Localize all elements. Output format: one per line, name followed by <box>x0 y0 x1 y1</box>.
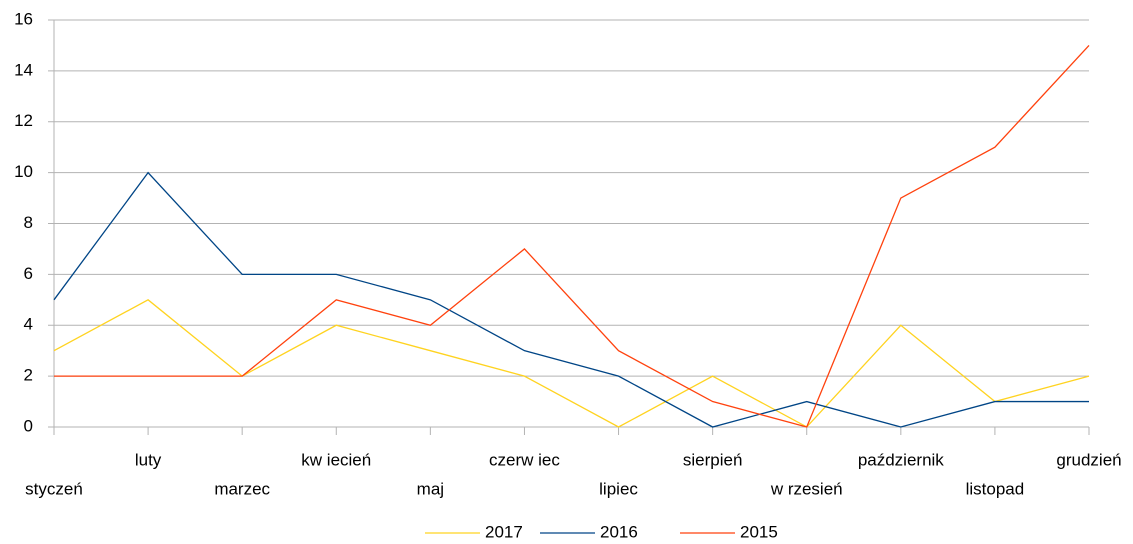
series-line <box>54 44 1090 428</box>
y-tick-label: 4 <box>24 315 33 334</box>
legend-label: 2016 <box>600 522 638 541</box>
y-tick-label: 16 <box>14 9 33 28</box>
x-tick-label: luty <box>135 450 162 469</box>
y-tick-label: 2 <box>24 366 33 385</box>
x-tick-label: grudzień <box>1056 450 1121 469</box>
y-tick-label: 6 <box>24 264 33 283</box>
series-line <box>53 299 1090 428</box>
x-tick-label: czerw iec <box>489 450 560 469</box>
x-tick-label: kw iecień <box>301 450 371 469</box>
y-tick-label: 12 <box>14 111 33 130</box>
legend-label: 2015 <box>740 522 778 541</box>
x-tick-label: marzec <box>214 479 270 498</box>
y-tick-label: 0 <box>24 416 33 435</box>
y-tick-label: 10 <box>14 162 33 181</box>
legend-label: 2017 <box>485 522 523 541</box>
x-tick-label: październik <box>858 450 944 469</box>
x-tick-label: lipiec <box>599 479 638 498</box>
x-tick-label: w rzesień <box>770 479 843 498</box>
x-tick-label: maj <box>417 479 444 498</box>
x-tick-label: listopad <box>966 479 1025 498</box>
x-tick-label: sierpień <box>683 450 743 469</box>
x-tick-label: styczeń <box>25 479 83 498</box>
y-tick-label: 8 <box>24 213 33 232</box>
y-tick-label: 14 <box>14 60 33 79</box>
series-line <box>53 171 1089 428</box>
